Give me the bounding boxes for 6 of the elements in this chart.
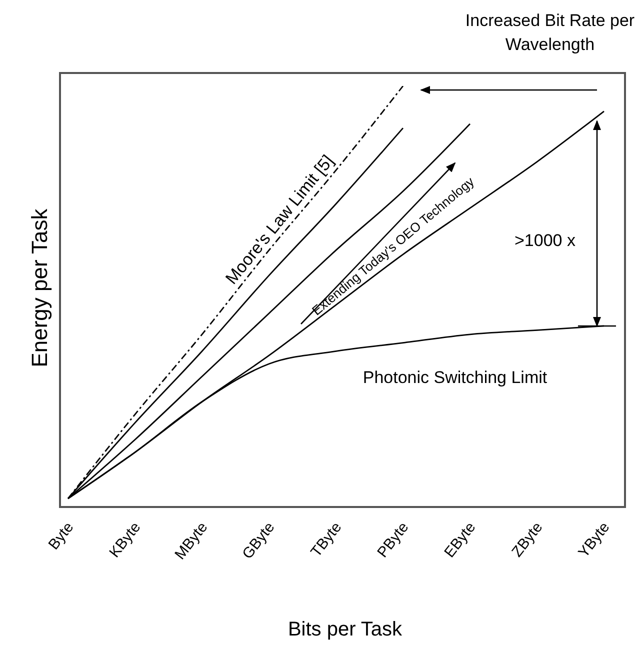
series-label: Photonic Switching Limit — [362, 368, 548, 387]
text: Increased Bit Rate per Wavelength — [465, 11, 635, 54]
annotation: >1000 x — [514, 231, 576, 250]
y-axis-title: Energy per Task — [27, 208, 52, 368]
x-tick-label: Byte — [45, 518, 78, 554]
x-axis-title: Bits per Task — [288, 618, 402, 640]
